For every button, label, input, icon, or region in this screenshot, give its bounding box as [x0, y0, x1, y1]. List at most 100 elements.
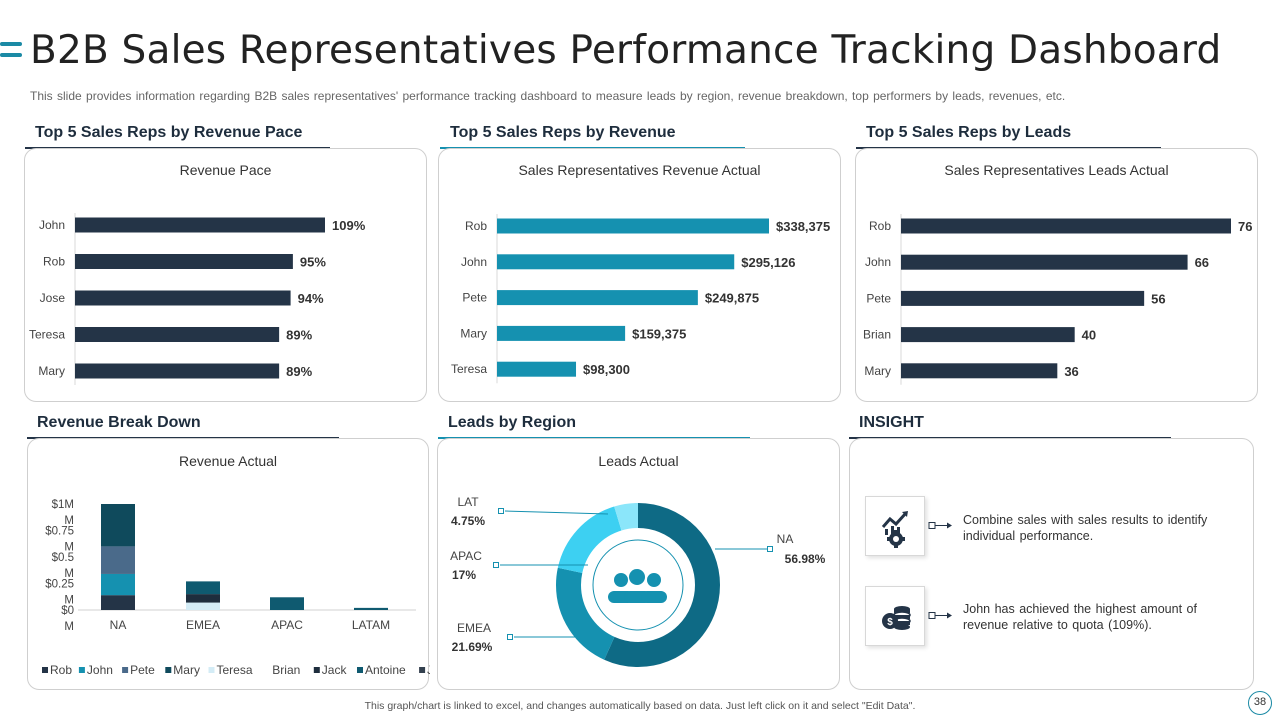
chart-title: Leads Actual: [598, 453, 679, 469]
footer-note: This graph/chart is linked to excel, and…: [364, 700, 916, 712]
stacked-bar-segment: [186, 594, 220, 603]
connector-arrow-icon: [928, 612, 952, 619]
data-label: 56: [1151, 291, 1165, 306]
category-label: Pete: [866, 291, 891, 305]
stacked-bar-segment: [354, 607, 388, 610]
legend-swatch: [313, 667, 320, 673]
bar: [497, 325, 626, 341]
stacked-bar-segment: [101, 504, 135, 547]
legend-swatch: [357, 667, 363, 673]
section-heading-leads: Top 5 Sales Reps by Leads: [866, 124, 1072, 141]
bar: [75, 290, 291, 306]
slice-value-label: 4.75%: [451, 514, 485, 528]
section-heading-region: Leads by Region: [448, 414, 577, 431]
category-label: John: [461, 255, 487, 269]
category-label: Mary: [864, 364, 891, 378]
category-label: Teresa: [451, 362, 487, 376]
insight-text: John has achieved the highest amount of …: [963, 602, 1197, 632]
leads-region-panel: Leads Actual NA 56.98% EMEA 21.69% APAC 17% LA…: [437, 438, 840, 690]
legend-swatch: [122, 667, 129, 673]
section-heading-revenue: Top 5 Sales Reps by Revenue: [450, 124, 676, 141]
legend-label: Teresa: [217, 663, 253, 677]
y-tick-label: M: [64, 515, 74, 527]
bar: [75, 363, 280, 379]
data-label: 94%: [298, 291, 324, 306]
revenue-panel: Sales Representatives Revenue Actual Rob…: [438, 148, 841, 402]
insight-panel: Combine sales with sales results to iden…: [849, 438, 1254, 690]
leader-line: [504, 510, 609, 515]
x-tick-label: APAC: [271, 618, 303, 632]
category-label: Brian: [863, 328, 891, 342]
bar: [901, 254, 1188, 270]
category-label: Rob: [43, 255, 65, 269]
stacked-bar-segment: [270, 597, 304, 610]
data-label: $159,375: [632, 326, 686, 341]
bar: [901, 363, 1058, 379]
bar: [75, 327, 280, 342]
y-tick-label: $0.25: [45, 579, 74, 591]
revenue-pace-chart: John 109% Rob 95% Jose 94% Teresa 89% Mary 89%: [29, 213, 366, 385]
data-label: 76: [1238, 219, 1252, 234]
bar: [75, 254, 293, 269]
chart-title: Revenue Pace: [179, 162, 272, 178]
slice-name-label: EMEA: [457, 621, 491, 635]
legend-label: Jack: [322, 663, 348, 677]
data-label: $249,875: [705, 291, 759, 306]
chart-title: Sales Representatives Revenue Actual: [518, 162, 761, 178]
page-subtitle: This slide provides information regardin…: [30, 89, 1066, 103]
people-icon: [608, 569, 667, 603]
slice-value-label: 56.98%: [785, 552, 826, 566]
slice-name-label: NA: [777, 532, 794, 546]
bar: [497, 361, 577, 377]
data-label: 89%: [286, 364, 312, 379]
category-label: Jose: [40, 291, 66, 305]
title-accent-bar: [0, 53, 22, 57]
category-label: Rob: [869, 219, 891, 233]
donut-center: [592, 539, 684, 631]
x-tick-label: EMEA: [186, 618, 220, 632]
legend-swatch: [78, 667, 85, 673]
data-label: 66: [1195, 255, 1209, 270]
legend-swatch: [42, 667, 48, 673]
legend-label: Antoine: [365, 663, 406, 677]
leads-panel: Sales Representatives Leads Actual Rob 76…: [855, 148, 1258, 402]
section-heading-revenue-pace: Top 5 Sales Reps by Revenue Pace: [35, 124, 303, 141]
y-tick-label: M: [64, 595, 74, 607]
bar: [497, 218, 769, 234]
legend-swatch: [263, 666, 271, 674]
page-number: 38: [1248, 691, 1272, 715]
bar: [901, 290, 1145, 306]
category-label: John: [39, 218, 65, 232]
data-label: 40: [1082, 328, 1096, 343]
y-tick-label: $0: [61, 605, 74, 617]
slice-name-label: APAC: [450, 549, 482, 563]
insight-text: Combine sales with sales results to iden…: [963, 513, 1208, 543]
legend-label: John: [87, 663, 113, 677]
category-label: John: [865, 255, 891, 269]
stacked-bar-segment: [186, 581, 220, 595]
bar: [75, 217, 325, 233]
stacked-bar-segment: [101, 573, 135, 596]
category-label: Rob: [465, 219, 487, 233]
legend-label: Pete: [130, 663, 155, 677]
slice-value-label: 17%: [452, 568, 476, 582]
category-label: Teresa: [29, 328, 65, 342]
data-label: $295,126: [741, 255, 795, 270]
page-title: B2B Sales Representatives Performance Tr…: [30, 28, 1222, 73]
revenue-breakdown-panel: Revenue Actual $0 M $0.25 M $0.5 M $0.75 M $1M M N…: [27, 438, 430, 690]
data-label: $338,375: [776, 219, 830, 234]
y-tick-label: M: [64, 542, 74, 554]
x-tick-label: NA: [110, 618, 127, 632]
category-label: Pete: [462, 291, 487, 305]
y-tick-label: $0.75: [45, 526, 74, 538]
category-label: Mary: [38, 364, 65, 378]
bar: [901, 218, 1231, 234]
revenue-pace-panel: Revenue Pace John 109% Rob 95% Jose 94% Teresa…: [24, 148, 427, 402]
donut-slice: [556, 503, 720, 667]
leader-marker: [498, 508, 504, 514]
svg-text:$: $: [887, 617, 893, 628]
chart-title: Revenue Actual: [178, 453, 278, 469]
bar: [497, 254, 735, 270]
data-label: 109%: [332, 218, 366, 233]
